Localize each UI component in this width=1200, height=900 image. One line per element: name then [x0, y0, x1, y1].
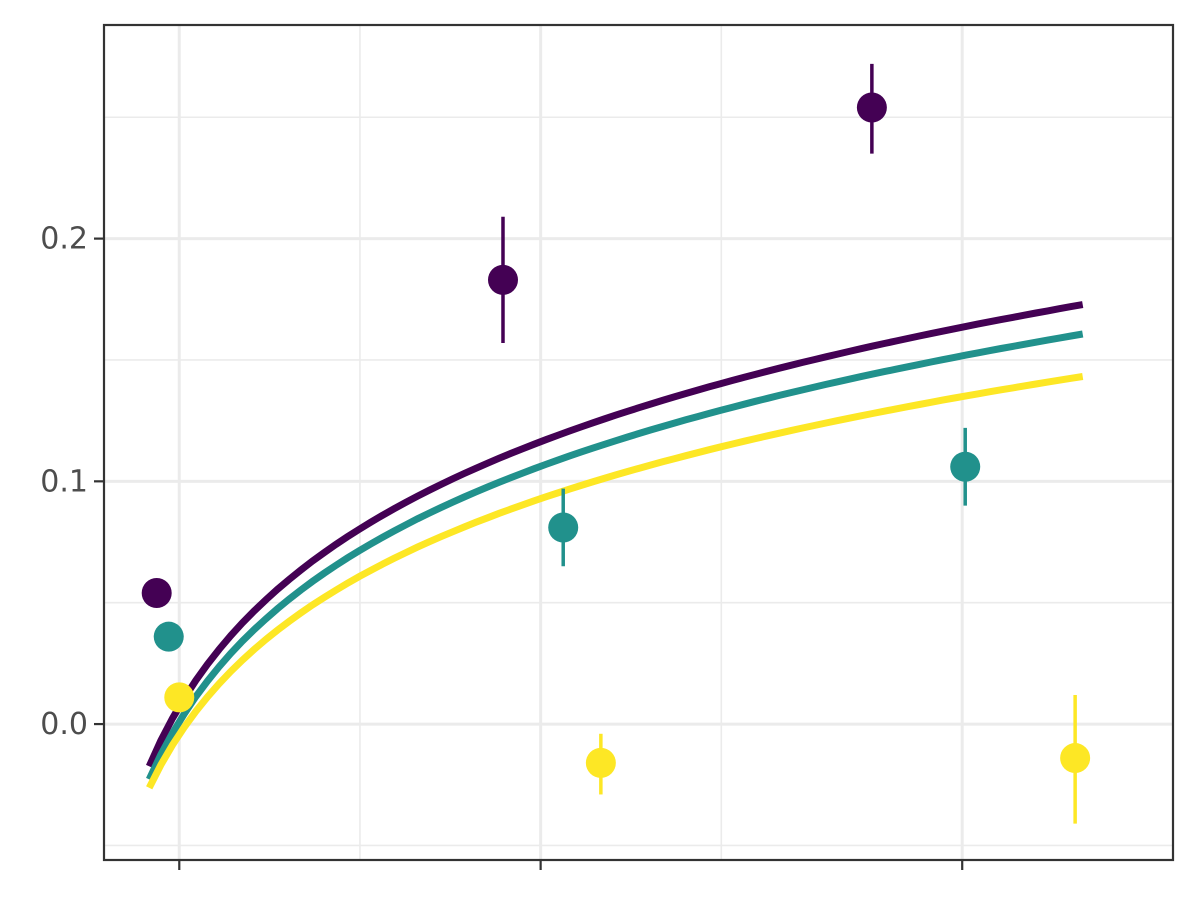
- point-s3-p1: [164, 682, 195, 713]
- panel-background: [104, 25, 1173, 860]
- y-tick-label-2: 0.2: [40, 222, 88, 257]
- point-s2-p3: [950, 451, 981, 482]
- point-s1-p3: [856, 92, 887, 123]
- fit-line-series-2: [146, 330, 1084, 781]
- x-axis: [178, 860, 964, 870]
- point-s1-p2: [487, 264, 518, 295]
- fit-line-series-3: [146, 373, 1084, 790]
- point-s3-p2: [585, 747, 616, 778]
- panel-border: [102, 23, 1175, 862]
- point-s2-p1: [153, 621, 184, 652]
- y-tick-label-1: 0.1: [40, 464, 88, 499]
- y-tick-label-0: 0.0: [40, 707, 88, 742]
- y-axis: 0.0 0.1 0.2: [40, 222, 104, 742]
- point-s2-p2: [548, 512, 579, 543]
- fit-lines: [146, 301, 1084, 790]
- point-s1-p1: [141, 577, 172, 608]
- data-points: [141, 92, 1091, 778]
- point-s3-p3: [1060, 743, 1091, 774]
- fit-line-series-1: [146, 301, 1084, 768]
